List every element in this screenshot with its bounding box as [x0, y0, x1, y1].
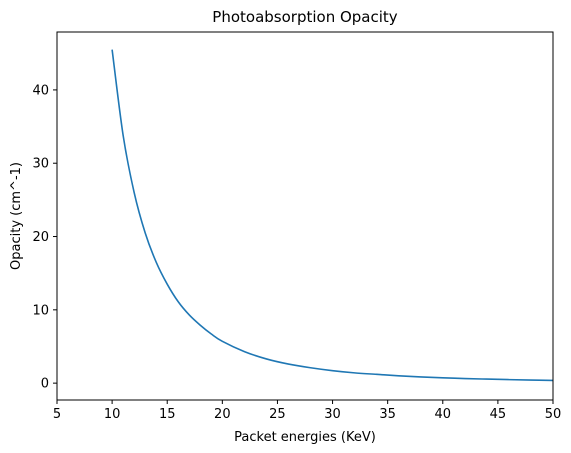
y-tick-label: 0 [41, 377, 49, 392]
ticks-layer: 5 10 15 20 25 30 35 40 45 50 0 10 20 30 40 [32, 83, 561, 422]
x-tick-label: 10 [104, 407, 121, 422]
x-tick-label: 5 [53, 407, 61, 422]
x-tick-label: 20 [214, 407, 231, 422]
x-tick-label: 25 [269, 407, 286, 422]
x-tick-label: 35 [379, 407, 396, 422]
x-tick-label: 50 [545, 407, 562, 422]
x-tick-label: 45 [490, 407, 507, 422]
x-tick-label: 30 [324, 407, 341, 422]
x-tick-label: 40 [435, 407, 452, 422]
chart-title: Photoabsorption Opacity [212, 8, 397, 26]
x-axis-label: Packet energies (KeV) [234, 430, 376, 445]
y-tick-label: 20 [32, 230, 49, 245]
y-tick-label: 40 [32, 83, 49, 98]
x-tick-label: 15 [159, 407, 176, 422]
series-layer [111, 49, 554, 382]
plot-background [57, 32, 553, 400]
y-axis-label: Opacity (cm^-1) [9, 162, 24, 270]
series-line-0 [111, 49, 554, 382]
y-tick-label: 30 [32, 157, 49, 172]
y-tick-label: 10 [32, 303, 49, 318]
plot-frame [56, 31, 554, 401]
